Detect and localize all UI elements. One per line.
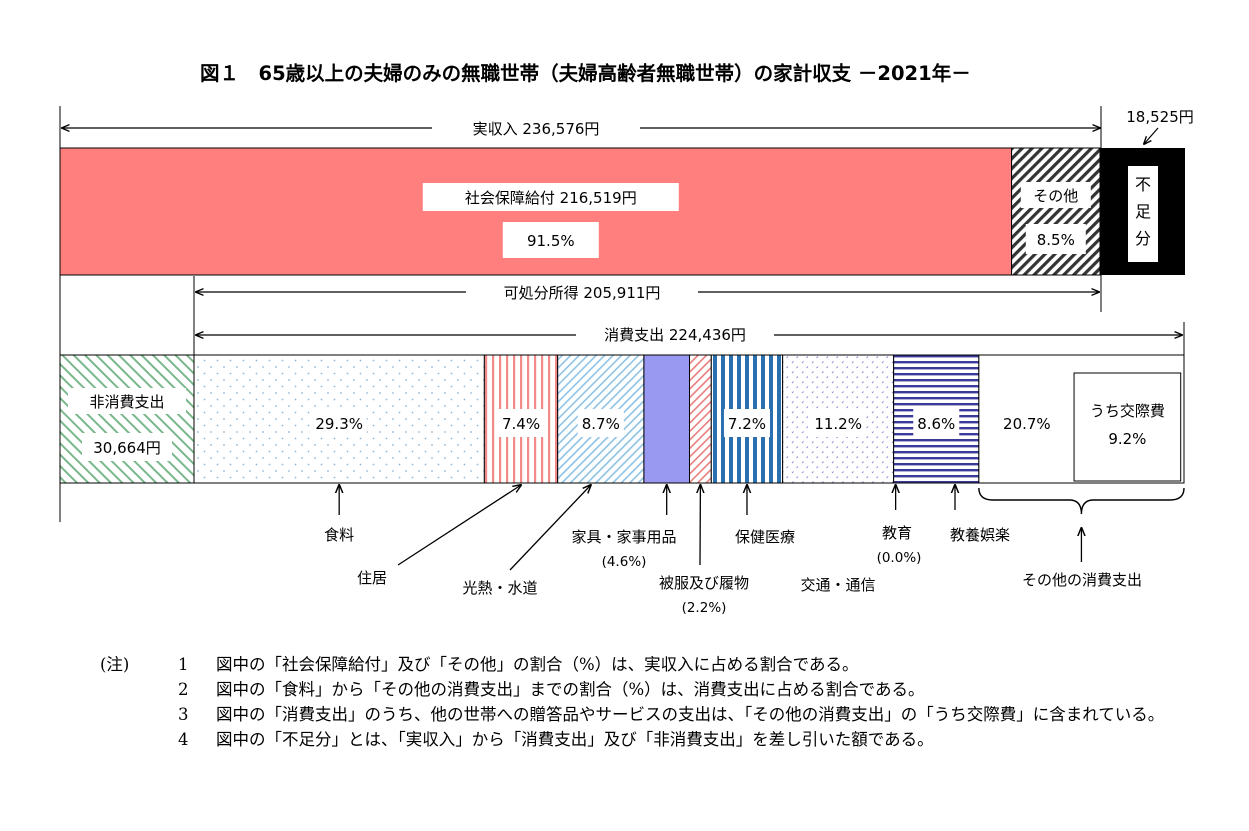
other-income-percent: 8.5%	[1037, 231, 1075, 249]
transport-label: 交通・通信	[800, 576, 875, 594]
medical-label: 保健医療	[735, 528, 795, 546]
income-segment-other	[1011, 147, 1101, 276]
consumption-percent-label: 7.4%	[502, 415, 540, 433]
note-text: 図中の「不足分」とは、「実収入」から「消費支出」及び「非消費支出」を差し引いた額…	[216, 730, 934, 749]
note-number: 3	[178, 705, 189, 724]
inner-social-expenses-box	[1073, 372, 1182, 482]
income-total-label: 実収入 236,576円	[473, 120, 600, 138]
note-number: 4	[178, 730, 189, 749]
income-bar: 社会保障給付 216,519円 91.5% その他 8.5% 不足分	[59, 147, 1185, 276]
chart-title: 図１ 65歳以上の夫婦のみの無職世帯（夫婦高齢者無職世帯）の家計収支 －2021…	[200, 62, 971, 85]
disposable-income-label: 可処分所得 205,911円	[504, 284, 661, 302]
non-consumption-label: 非消費支出	[89, 393, 164, 411]
other-consumption-label: その他の消費支出	[1022, 571, 1142, 589]
note-row-3: 3 図中の「消費支出」のうち、他の世帯への贈答品やサービスの支出は、「その他の消…	[100, 702, 1216, 727]
note-text: 図中の「社会保障給付」及び「その他」の割合（%）は、実収入に占める割合である。	[216, 655, 859, 674]
education-percent-label: (0.0%)	[877, 550, 922, 566]
inner-social-expenses-percent: 9.2%	[1108, 430, 1146, 448]
note-number: 1	[178, 655, 189, 674]
shortfall-pointer-arrow	[1144, 127, 1159, 144]
shortfall-label-char: 足	[1135, 202, 1151, 221]
social-security-percent-box	[502, 222, 599, 258]
other-income-label-box	[1020, 182, 1091, 208]
consumption-percent-label: 11.2%	[814, 415, 862, 433]
shortfall-label-char: 不	[1135, 175, 1151, 194]
social-security-label-box	[422, 183, 679, 211]
consumption-label: 消費支出 224,436円	[604, 326, 746, 344]
note-row-2: 2 図中の「食料」から「その他の消費支出」までの割合（%）は、消費支出に占める割…	[100, 677, 1216, 702]
shortfall-label-char: 分	[1135, 229, 1151, 248]
non-consumption-value: 30,664円	[93, 439, 161, 457]
consumption-segment-4	[688, 354, 712, 484]
housing-pointer-arrow	[397, 485, 521, 566]
utilities-label: 光熱・水道	[462, 579, 537, 597]
disposable-income-arrow: 可処分所得 205,911円	[196, 282, 1099, 303]
consumption-percent-box	[810, 409, 866, 437]
household-budget-chart: 図１ 65歳以上の夫婦のみの無職世帯（夫婦高齢者無職世帯）の家計収支 －2021…	[59, 62, 1194, 616]
other-income-label: その他	[1033, 187, 1078, 205]
food-label: 食料	[324, 526, 354, 544]
other-consumption-brace	[978, 487, 1185, 515]
notes: (注) 1 図中の「社会保障給付」及び「その他」の割合（%）は、実収入に占める割…	[100, 652, 1216, 752]
notes-head: (注)	[100, 655, 130, 674]
clothing-label: 被服及び履物	[659, 574, 749, 592]
non-consumption-label-box	[68, 388, 186, 414]
non-consumption-segment	[59, 354, 195, 484]
consumption-percent-box	[723, 409, 770, 437]
consumption-percent-label: 7.2%	[728, 415, 766, 433]
note-number: 2	[178, 680, 189, 699]
consumption-percent-box	[913, 409, 960, 437]
inner-social-expenses-label: うち交際費	[1090, 402, 1165, 420]
furniture-label: 家具・家事用品	[571, 528, 676, 546]
note-row-4: 4 図中の「不足分」とは、「実収入」から「消費支出」及び「非消費支出」を差し引い…	[100, 727, 1216, 752]
furniture-percent-label: (4.6%)	[602, 554, 647, 570]
social-security-label: 社会保障給付 216,519円	[465, 189, 637, 207]
consumption-percent-label: 29.3%	[315, 415, 363, 433]
housing-label: 住居	[357, 569, 387, 587]
note-row-1: (注) 1 図中の「社会保障給付」及び「その他」の割合（%）は、実収入に占める割…	[100, 652, 1216, 677]
social-security-percent: 91.5%	[527, 232, 575, 250]
expenditure-bar: 非消費支出 30,664円 29.3% 7.4% 8.7% 7.2% 11.2% 8.6% 20…	[59, 354, 1185, 484]
clothing-percent-label: (2.2%)	[682, 600, 727, 616]
recreation-label: 教養娯楽	[950, 526, 1010, 544]
utilities-pointer-arrow	[509, 485, 591, 571]
non-consumption-value-box	[82, 433, 172, 461]
note-text: 図中の「食料」から「その他の消費支出」までの割合（%）は、消費支出に占める割合で…	[216, 680, 925, 699]
consumption-percent-label: 20.7%	[1003, 415, 1051, 433]
consumption-percent-label: 8.6%	[917, 415, 955, 433]
consumption-percent-label: 8.7%	[582, 415, 620, 433]
shortfall-label-box	[1128, 166, 1158, 262]
note-text: 図中の「消費支出」のうち、他の世帯への贈答品やサービスの支出は、「その他の消費支…	[216, 705, 1165, 724]
consumption-percent-box	[498, 409, 545, 437]
consumption-segment-3	[643, 354, 690, 484]
income-total-arrow: 実収入 236,576円	[62, 117, 1100, 139]
shortfall-value-label: 18,525円	[1126, 108, 1194, 126]
education-label: 教育	[882, 524, 912, 542]
consumption-percent-box	[577, 409, 624, 437]
consumption-percent-box	[311, 409, 367, 437]
other-income-percent-box	[1025, 224, 1086, 254]
consumption-arrow: 消費支出 224,436円	[196, 324, 1182, 345]
